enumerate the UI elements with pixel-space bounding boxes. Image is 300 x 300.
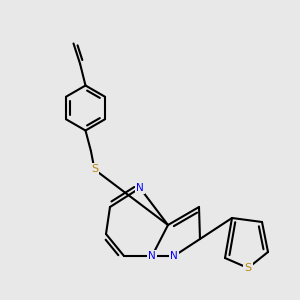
Text: N: N [170,251,178,261]
Text: N: N [136,183,144,193]
Text: N: N [148,251,156,261]
Text: S: S [91,164,98,175]
Text: S: S [244,263,252,273]
